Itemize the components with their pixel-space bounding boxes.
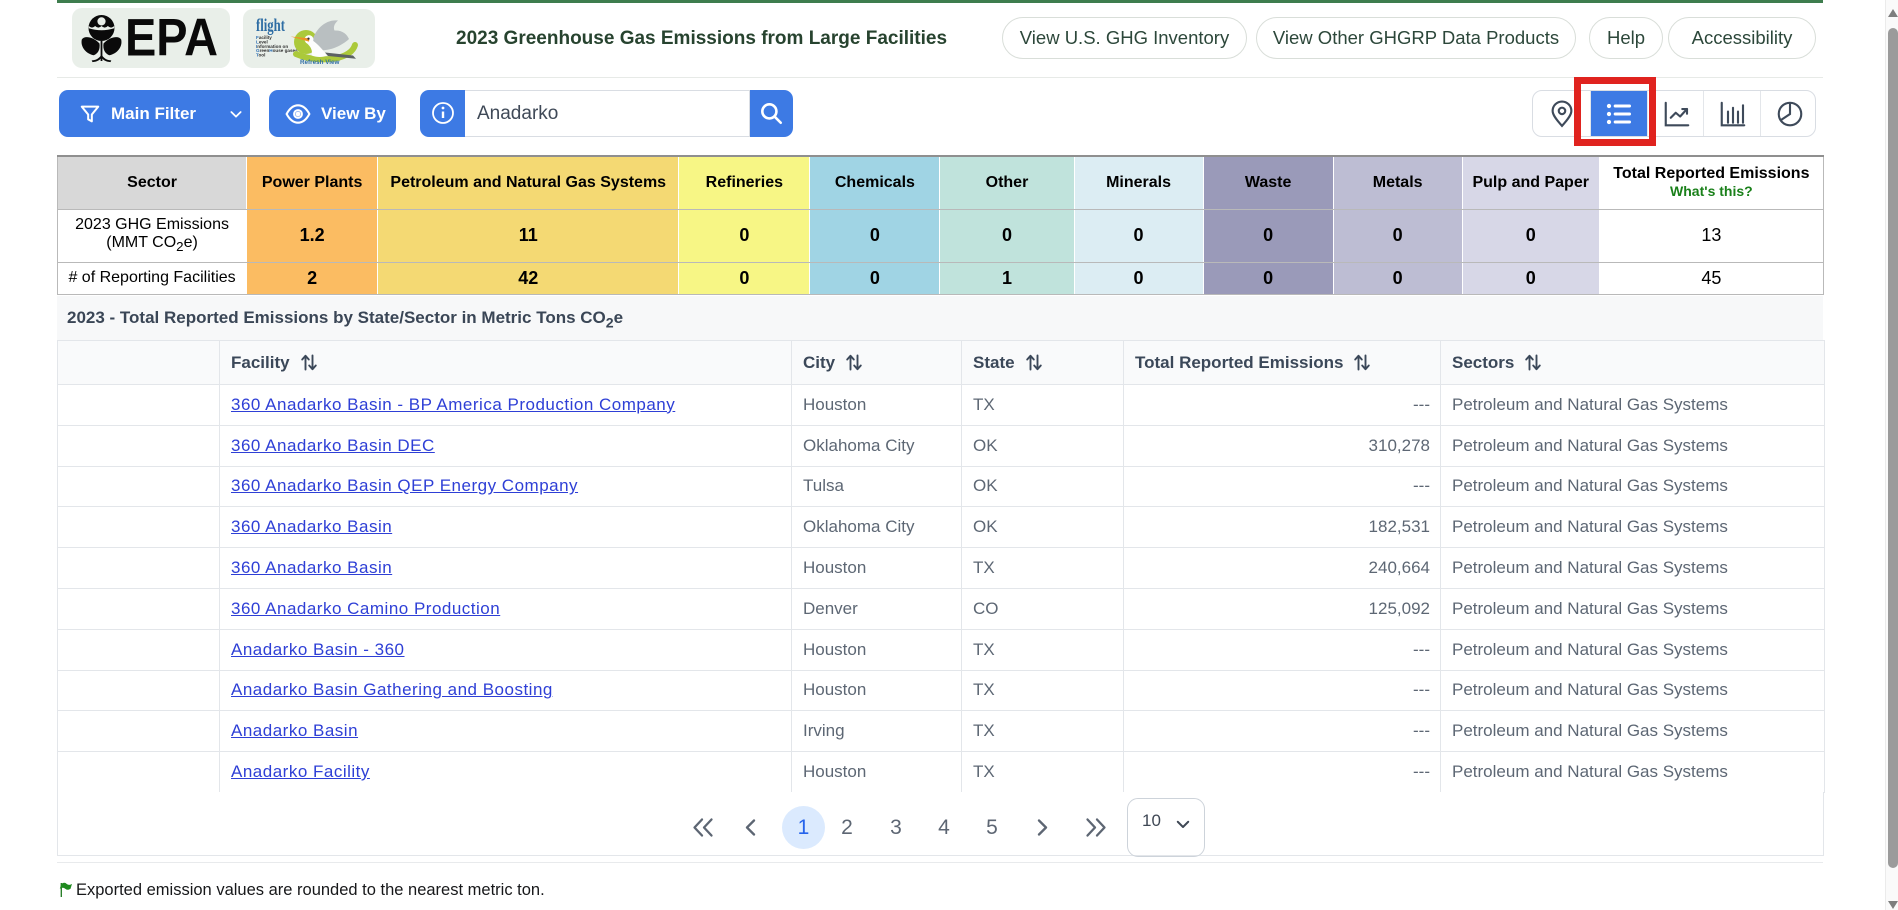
svg-text:GreenHouse gases: GreenHouse gases	[256, 48, 298, 53]
svg-text:flight: flight	[256, 15, 285, 35]
svg-text:Information on: Information on	[256, 44, 288, 49]
svg-text:Tool: Tool	[256, 53, 265, 58]
svg-text:Facility: Facility	[256, 35, 272, 40]
svg-text:Level: Level	[256, 39, 268, 44]
svg-text:Refresh View: Refresh View	[300, 59, 340, 66]
svg-text:EPA: EPA	[125, 9, 218, 68]
